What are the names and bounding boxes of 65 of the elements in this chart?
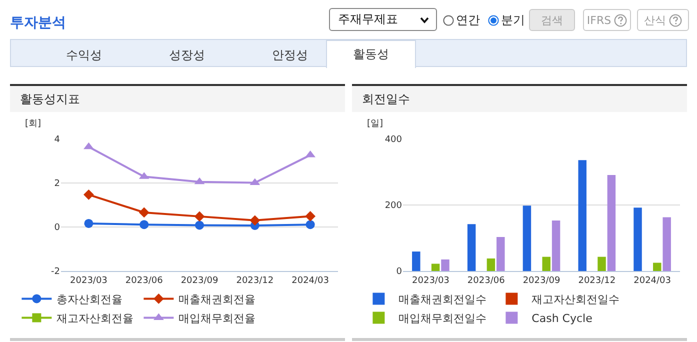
text: IFRS xyxy=(586,14,612,26)
bar xyxy=(653,262,662,271)
text: 분기 xyxy=(501,12,525,28)
bar xyxy=(634,208,642,271)
bar xyxy=(662,217,671,271)
point xyxy=(305,211,316,222)
point xyxy=(140,220,149,230)
bar xyxy=(542,256,550,271)
bar xyxy=(578,160,586,271)
chart-title: 활동성지표 xyxy=(10,84,345,112)
x-tick-label: 2024/03 xyxy=(292,276,329,286)
text: 안정성 xyxy=(271,46,309,64)
point xyxy=(306,220,315,230)
legend-label: 매출채권회전율 xyxy=(178,292,256,306)
bar xyxy=(486,258,496,271)
point xyxy=(84,142,94,150)
legend-label: 매출채권회전일수 xyxy=(398,292,487,306)
x-tick-label: 2024/03 xyxy=(634,276,671,286)
legend-label: 재고자산회전율 xyxy=(56,312,134,325)
bar xyxy=(607,174,616,271)
text: 수익성 xyxy=(65,46,103,64)
legend-label: 매입채무회전율 xyxy=(178,312,256,325)
y-axis-title: [일] xyxy=(367,119,384,129)
y-tick-label: 0 xyxy=(54,223,60,234)
x-tick-label: 2023/09 xyxy=(180,276,218,286)
bar xyxy=(552,220,560,271)
y-tick-label: 0 xyxy=(396,267,402,278)
y-tick-label: -2 xyxy=(51,267,60,278)
x-tick-label: 2023/06 xyxy=(467,276,506,286)
chart-title: 회전일수 xyxy=(352,84,687,112)
bar xyxy=(522,206,532,271)
legend-label: 매입채무회전일수 xyxy=(398,312,487,325)
x-tick-label: 2023/06 xyxy=(125,276,164,286)
point xyxy=(194,211,205,222)
bar xyxy=(598,256,606,271)
x-tick-label: 2023/12 xyxy=(578,276,616,286)
text: 산식 xyxy=(644,12,666,28)
bar xyxy=(496,237,505,271)
point xyxy=(84,218,94,228)
text: 검색 xyxy=(541,12,563,28)
bar xyxy=(431,264,440,271)
bar xyxy=(467,224,476,271)
text: 활동성 xyxy=(326,40,416,68)
y-tick-label: 200 xyxy=(384,201,402,212)
text: 투자분석 xyxy=(10,14,66,32)
y-tick-label: 400 xyxy=(384,135,402,146)
point xyxy=(195,220,204,230)
legend-label: 재고자산회전일수 xyxy=(532,292,620,306)
x-tick-label: 2023/12 xyxy=(236,276,274,286)
text: 주재무제표 xyxy=(338,11,398,28)
y-tick-label: 4 xyxy=(54,135,60,146)
text: 연간 xyxy=(456,12,480,28)
x-tick-label: 2023/09 xyxy=(522,276,560,286)
legend-label: Cash Cycle xyxy=(532,312,593,325)
bar xyxy=(441,259,450,271)
x-tick-label: 2023/03 xyxy=(412,276,450,286)
text: 성장성 xyxy=(168,46,206,64)
point xyxy=(84,189,94,200)
x-tick-label: 2023/03 xyxy=(70,276,108,286)
point xyxy=(250,215,260,226)
bar xyxy=(412,252,420,271)
legend-label: 총자산회전율 xyxy=(56,292,123,306)
y-tick-label: 2 xyxy=(54,179,60,190)
y-axis-title: [회] xyxy=(25,119,42,129)
point xyxy=(138,207,150,218)
